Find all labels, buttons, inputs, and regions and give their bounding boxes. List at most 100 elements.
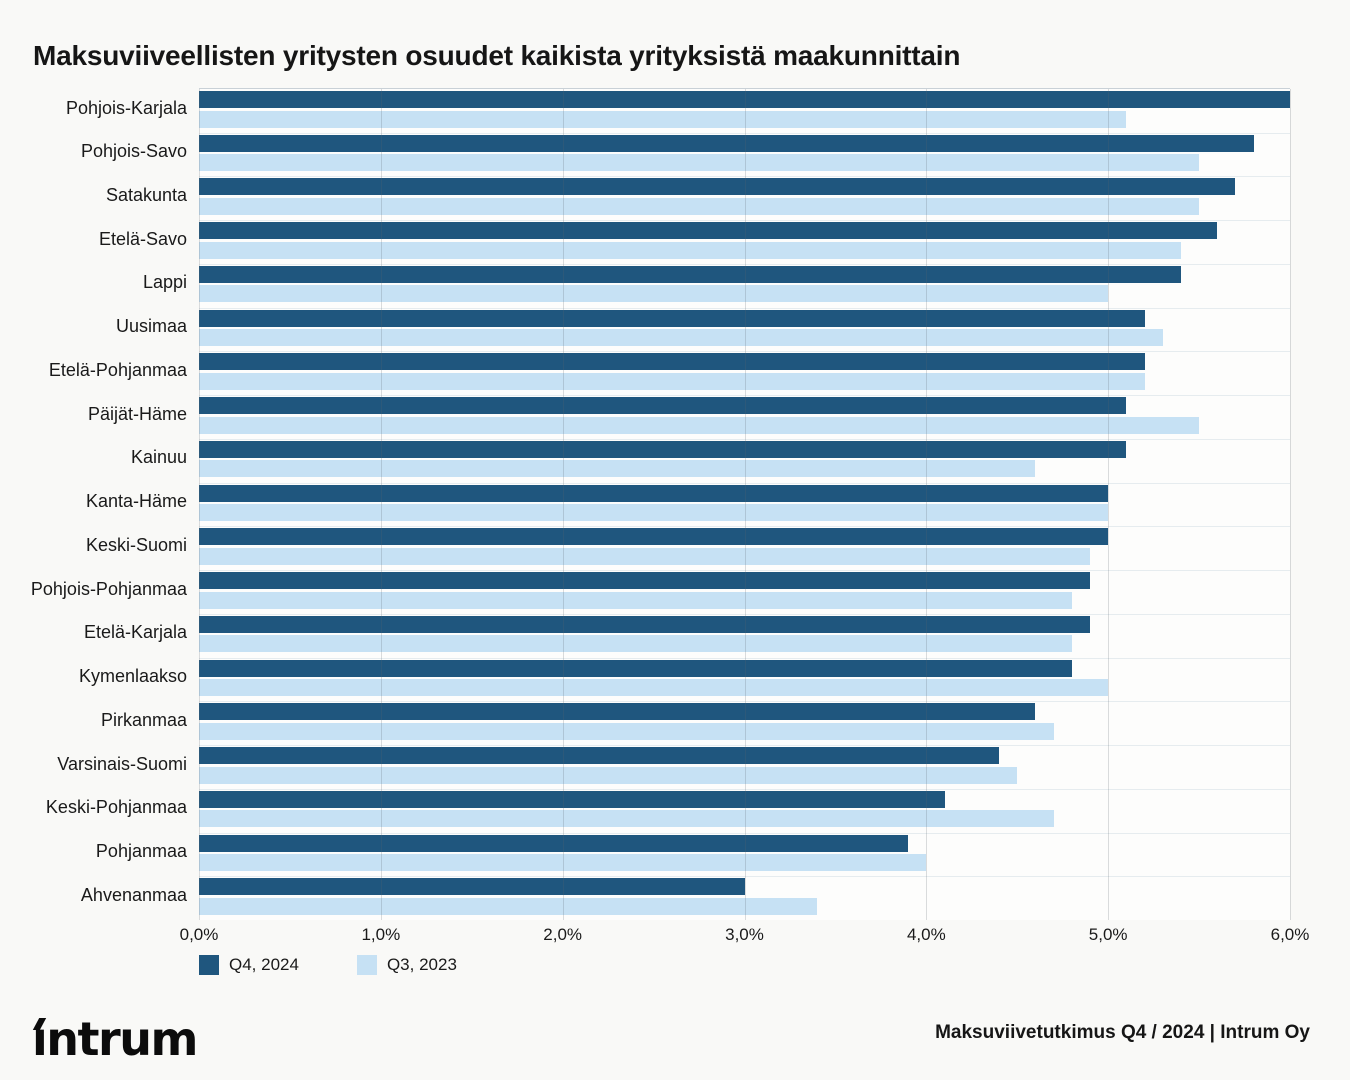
row-separator [199,176,1290,178]
category-label-etelä-savo: Etelä-Savo [98,228,187,249]
bar-ahvenanmaa-q4-2024 [199,878,745,896]
legend-item-q4-2024: Q4, 2024 [199,955,299,975]
bar-kymenlaakso-q3-2023 [199,679,1109,697]
bar-pohjois-pohjanmaa-q4-2024 [199,572,1090,590]
row-separator [199,570,1290,572]
bar-keski-pohjanmaa-q3-2023 [199,810,1054,828]
bar-etelä-karjala-q3-2023 [199,635,1072,653]
bar-pohjanmaa-q4-2024 [199,834,909,852]
row-separator [199,438,1290,440]
bar-päijät-häme-q4-2024 [199,397,1127,415]
category-label-pirkanmaa: Pirkanmaa [100,709,187,730]
category-label-kymenlaakso: Kymenlaakso [78,666,187,687]
bar-päijät-häme-q3-2023 [199,416,1200,434]
category-label-varsinais-suomi: Varsinais-Suomi [57,753,187,774]
bar-pirkanmaa-q3-2023 [199,722,1054,740]
gridline-3,0% [744,89,746,920]
legend: Q4, 2024 Q3, 2023 [199,955,457,975]
bar-keski-suomi-q4-2024 [199,528,1109,546]
bar-pirkanmaa-q4-2024 [199,703,1036,721]
bar-satakunta-q4-2024 [199,178,1236,196]
category-label-pohjois-pohjanmaa: Pohjois-Pohjanmaa [30,578,187,599]
bar-lappi-q4-2024 [199,265,1181,283]
category-label-päijät-häme: Päijät-Häme [87,403,187,424]
row-separator [199,132,1290,134]
category-label-uusimaa: Uusimaa [115,316,187,337]
plot-area [199,88,1291,920]
bar-pohjois-karjala-q3-2023 [199,110,1127,128]
x-tick-4,0%: 4,0% [906,925,946,944]
category-label-keski-pohjanmaa: Keski-Pohjanmaa [45,797,187,818]
bar-pohjois-karjala-q4-2024 [199,91,1290,108]
bar-uusimaa-q3-2023 [199,329,1163,347]
row-separator [199,657,1290,659]
category-label-kainuu: Kainuu [130,447,187,468]
row-separator [199,220,1290,222]
row-separator [199,482,1290,484]
bar-pohjanmaa-q3-2023 [199,854,927,872]
bar-varsinais-suomi-q4-2024 [199,747,1000,765]
legend-swatch-q3-2023 [356,955,377,975]
row-separator [199,701,1290,703]
bar-kanta-häme-q4-2024 [199,484,1109,502]
bar-etelä-pohjanmaa-q4-2024 [199,353,1145,371]
row-separator [199,745,1290,747]
x-tick-2,0%: 2,0% [543,925,583,944]
row-separator [199,395,1290,397]
gridline-0,0% [199,89,200,920]
bar-kainuu-q4-2024 [199,440,1127,458]
row-separator [199,788,1290,790]
category-label-etelä-karjala: Etelä-Karjala [83,622,187,643]
bar-pohjois-savo-q4-2024 [199,134,1254,152]
logo-text: ıntrum [32,1012,198,1066]
legend-label-q3-2023: Q3, 2023 [386,955,457,974]
row-separator [199,351,1290,353]
category-label-ahvenanmaa: Ahvenanmaa [80,884,187,905]
row-separator [199,613,1290,615]
bar-kainuu-q3-2023 [199,460,1036,478]
category-label-satakunta: Satakunta [105,184,187,205]
bar-lappi-q3-2023 [199,285,1109,303]
row-separator [199,526,1290,528]
category-label-kanta-häme: Kanta-Häme [85,491,187,512]
bar-etelä-pohjanmaa-q3-2023 [199,372,1145,390]
x-tick-5,0%: 5,0% [1088,925,1128,944]
gridline-2,0% [562,89,564,920]
category-label-pohjanmaa: Pohjanmaa [95,841,187,862]
x-tick-0,0%: 0,0% [179,925,219,944]
row-separator [199,832,1290,834]
bar-etelä-karjala-q4-2024 [199,615,1090,633]
bar-keski-suomi-q3-2023 [199,547,1090,565]
bar-kanta-häme-q3-2023 [199,504,1109,522]
intrum-logo: ıntrum [32,1012,198,1066]
legend-item-q3-2023: Q3, 2023 [356,955,457,975]
source-text: Maksuviivetutkimus Q4 / 2024 | Intrum Oy [935,1022,1310,1043]
legend-label-q4-2024: Q4, 2024 [229,955,299,974]
row-separator [199,876,1290,878]
bar-pohjois-pohjanmaa-q3-2023 [199,591,1072,609]
category-label-lappi: Lappi [142,272,187,293]
gridline-4,0% [926,89,928,920]
category-label-pohjois-karjala: Pohjois-Karjala [65,97,187,118]
bar-etelä-savo-q4-2024 [199,222,1218,240]
legend-swatch-q4-2024 [199,955,219,975]
row-separator [199,263,1290,265]
bar-satakunta-q3-2023 [199,197,1200,215]
bar-keski-pohjanmaa-q4-2024 [199,790,945,808]
x-tick-3,0%: 3,0% [725,925,764,944]
category-label-keski-suomi: Keski-Suomi [85,534,187,555]
category-label-pohjois-savo: Pohjois-Savo [80,141,187,162]
gridline-5,0% [1108,89,1110,920]
x-tick-1,0%: 1,0% [361,925,401,944]
bar-pohjois-savo-q3-2023 [199,154,1200,172]
bar-ahvenanmaa-q3-2023 [199,897,818,915]
bar-uusimaa-q4-2024 [199,309,1145,327]
row-separator [199,307,1290,309]
gridline-6,0% [1290,89,1291,920]
chart-title: Maksuviiveellisten yritysten osuudet kai… [33,40,961,71]
category-label-etelä-pohjanmaa: Etelä-Pohjanmaa [48,359,187,380]
gridline-1,0% [380,89,382,920]
x-tick-6,0%: 6,0% [1270,925,1310,944]
bar-etelä-savo-q3-2023 [199,241,1181,259]
